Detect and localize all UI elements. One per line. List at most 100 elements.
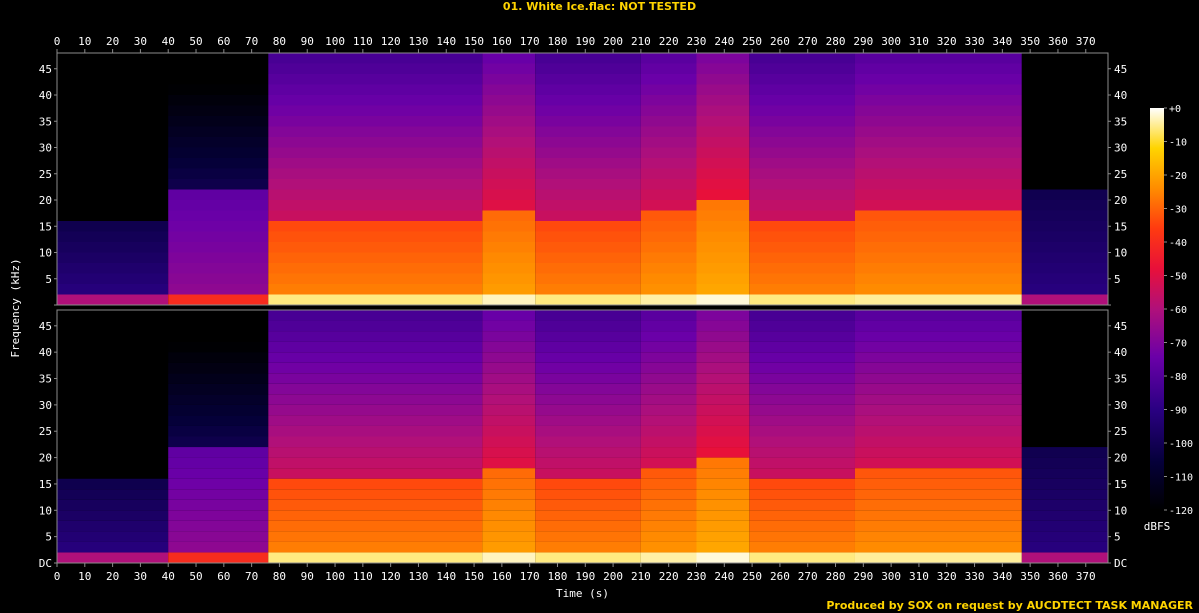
spectrogram-band: [749, 284, 855, 295]
x-tick-label: 270: [798, 570, 818, 583]
spectrogram-band: [1021, 284, 1108, 295]
x-tick-label: 20: [106, 35, 119, 48]
spectrogram-band: [57, 210, 169, 221]
spectrogram-band: [749, 310, 855, 321]
spectrogram-band: [535, 468, 641, 479]
spectrogram-band: [535, 520, 641, 532]
spectrogram-band: [268, 263, 483, 274]
x-tick-label: 110: [353, 35, 373, 48]
spectrogram-band: [57, 415, 169, 426]
spectrogram-band: [854, 499, 1022, 511]
x-tick-label: 210: [631, 570, 651, 583]
spectrogram-band: [749, 510, 855, 521]
spectrogram-band: [640, 126, 697, 137]
spectrogram-band: [1021, 126, 1108, 137]
colorbar-tick-label: -30: [1169, 205, 1187, 216]
spectrogram-band: [482, 457, 536, 469]
spectrogram-band: [268, 510, 483, 521]
spectrogram-band: [640, 394, 697, 405]
spectrogram-band: [696, 478, 750, 490]
spectrogram-band: [482, 331, 536, 342]
spectrogram-band: [1021, 436, 1108, 448]
x-tick-label: 330: [965, 570, 985, 583]
spectrogram-band: [749, 362, 855, 374]
x-tick-label: 90: [301, 570, 314, 583]
spectrogram-band: [640, 95, 697, 106]
spectrogram-band: [749, 341, 855, 353]
spectrogram-band: [268, 168, 483, 179]
x-tick-label: 150: [464, 35, 484, 48]
spectrogram-band: [1021, 74, 1108, 85]
x-tick-label: 100: [325, 570, 345, 583]
spectrogram-band: [696, 404, 750, 416]
spectrogram-band: [696, 394, 750, 405]
spectrogram-band: [268, 457, 483, 469]
spectrogram-band: [168, 510, 269, 521]
y-tick-label: 45: [39, 320, 52, 333]
y-tick-label: 40: [1114, 346, 1127, 359]
spectrogram-band: [57, 137, 169, 148]
spectrogram-band: [57, 531, 169, 542]
y-tick-label: DC: [39, 557, 52, 570]
spectrogram-band: [535, 242, 641, 253]
spectrogram-band: [1021, 383, 1108, 395]
spectrogram-band: [482, 116, 536, 127]
spectrogram-band: [749, 468, 855, 479]
spectrogram-band: [1021, 95, 1108, 106]
spectrogram-band: [268, 520, 483, 532]
spectrogram-band: [535, 231, 641, 242]
spectrogram-band: [57, 284, 169, 295]
spectrogram-band: [57, 552, 169, 563]
spectrogram-band: [535, 310, 641, 321]
spectrogram-band: [168, 63, 269, 74]
spectrogram-band: [168, 189, 269, 200]
spectrogram-band: [696, 137, 750, 148]
spectrogram-band: [482, 168, 536, 179]
spectrogram-band: [854, 74, 1022, 85]
spectrogram-band: [482, 489, 536, 500]
x-tick-label: 10: [78, 570, 91, 583]
spectrogram-band: [57, 447, 169, 458]
spectrogram-band: [696, 231, 750, 242]
x-tick-label: 240: [714, 570, 734, 583]
y-tick-label: DC: [1114, 557, 1127, 570]
spectrogram-band: [268, 447, 483, 458]
spectrogram-band: [854, 310, 1022, 321]
spectrogram-band: [535, 263, 641, 274]
spectrogram-band: [1021, 189, 1108, 200]
spectrogram-band: [696, 457, 750, 469]
spectrogram-band: [696, 373, 750, 384]
spectrogram-band: [168, 252, 269, 263]
colorbar: +0 -10 -20 -30 -40 -50 -60 -70 -80 -90 -100 -110 -12…: [1144, 104, 1193, 533]
spectrogram-band: [854, 231, 1022, 242]
spectrogram-band: [1021, 116, 1108, 127]
x-tick-label: 290: [853, 570, 873, 583]
spectrogram-band: [57, 189, 169, 200]
x-tick-label: 280: [826, 35, 846, 48]
y-tick-label: 15: [39, 478, 52, 491]
x-tick-label: 40: [162, 35, 175, 48]
spectrogram-band: [168, 210, 269, 221]
colorbar-tick-label: -70: [1169, 339, 1187, 350]
y-tick-label: 30: [39, 142, 52, 155]
x-tick-label: 300: [881, 570, 901, 583]
spectrogram-band: [535, 489, 641, 500]
spectrogram-band: [640, 63, 697, 74]
spectrogram-band: [1021, 468, 1108, 479]
spectrogram-band: [640, 263, 697, 274]
spectrogram-band: [696, 284, 750, 295]
spectrogram-band: [535, 383, 641, 395]
spectrogram-band: [640, 147, 697, 158]
spectrogram-band: [640, 489, 697, 500]
spectrogram-band: [482, 341, 536, 353]
spectrogram-band: [168, 84, 269, 95]
spectrogram-band: [854, 541, 1022, 553]
spectrogram-band: [535, 415, 641, 426]
spectrogram-band: [268, 489, 483, 500]
spectrogram-band: [749, 242, 855, 253]
spectrogram-band: [57, 404, 169, 416]
spectrogram-band: [268, 252, 483, 263]
spectrogram-band: [749, 489, 855, 500]
x-tick-label: 40: [162, 570, 175, 583]
spectrogram-band: [168, 520, 269, 532]
